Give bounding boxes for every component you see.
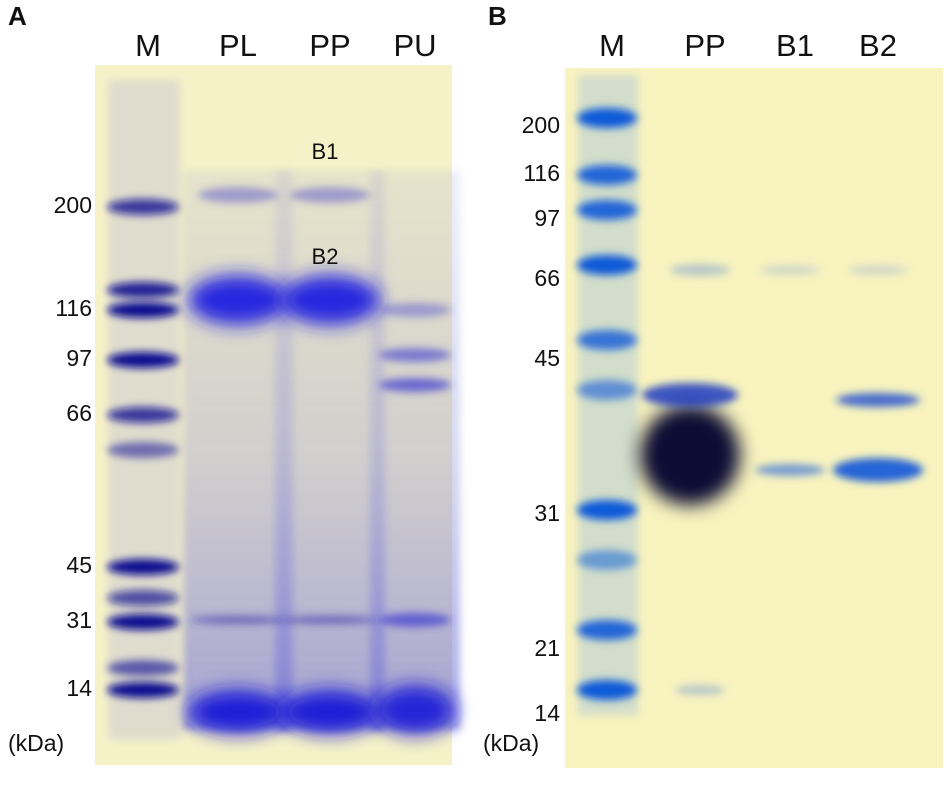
lane-label: M (599, 28, 625, 63)
band (107, 282, 179, 298)
band (379, 303, 451, 317)
band (577, 255, 637, 275)
band (107, 614, 179, 630)
marker-label: 116 (523, 160, 560, 186)
band (833, 458, 923, 482)
band (760, 265, 820, 275)
band-label: B2 (312, 244, 339, 269)
band (375, 685, 455, 735)
band (577, 550, 637, 570)
panel-label: A (8, 1, 27, 31)
band (107, 352, 179, 368)
lane-label: PU (393, 28, 436, 63)
band (577, 165, 637, 185)
marker-label: 31 (66, 607, 92, 633)
band-label: B1 (312, 139, 339, 164)
band (379, 378, 451, 392)
lane-smear (275, 170, 385, 730)
band (188, 690, 288, 734)
unit-label: (kDa) (483, 730, 539, 756)
band (577, 108, 637, 128)
band (280, 690, 380, 734)
band (107, 407, 179, 423)
marker-label: 200 (522, 112, 560, 138)
unit-label: (kDa) (8, 730, 64, 756)
marker-label: 97 (66, 345, 92, 371)
band (577, 380, 637, 400)
marker-label: 45 (66, 552, 92, 578)
marker-label: 14 (66, 675, 92, 701)
lane-label: M (135, 28, 161, 63)
marker-label: 45 (534, 345, 560, 371)
panel-label: B (488, 1, 507, 31)
marker-label: 14 (534, 700, 560, 726)
band (107, 590, 179, 606)
lane-label: PP (309, 28, 350, 63)
band (675, 685, 725, 695)
marker-label: 66 (534, 265, 560, 291)
lane-label: PP (684, 28, 725, 63)
marker-label: 31 (534, 500, 560, 526)
band (107, 660, 179, 676)
band (640, 405, 740, 505)
band (107, 199, 179, 215)
marker-label: 66 (66, 400, 92, 426)
marker-label: 200 (54, 192, 92, 218)
band (577, 330, 637, 350)
band (188, 275, 288, 325)
band (577, 200, 637, 220)
lane-label: B2 (859, 28, 897, 63)
band (577, 500, 637, 520)
band (379, 348, 451, 362)
lane-label: PL (219, 28, 257, 63)
bands (107, 75, 923, 740)
band (836, 393, 920, 407)
lane-smear (183, 170, 293, 730)
band (107, 682, 179, 698)
band (670, 264, 730, 276)
lane-smear (370, 170, 460, 730)
lane-label: B1 (776, 28, 814, 63)
band (107, 302, 179, 318)
band (290, 187, 370, 203)
band (577, 620, 637, 640)
labels: A M PL PP PU 200 116 97 66 45 31 14 (kDa) B1 B2 B M PP B1 B… (8, 1, 897, 756)
band (848, 265, 908, 275)
band (280, 275, 380, 325)
marker-label: 97 (534, 205, 560, 231)
band (107, 442, 179, 458)
band (190, 616, 286, 624)
band (107, 559, 179, 575)
band (642, 383, 738, 407)
band (198, 187, 278, 203)
marker-label: 116 (55, 295, 92, 321)
marker-label: 21 (534, 635, 560, 661)
band (282, 616, 378, 624)
band (755, 464, 825, 476)
band (577, 680, 637, 700)
band (379, 613, 451, 627)
